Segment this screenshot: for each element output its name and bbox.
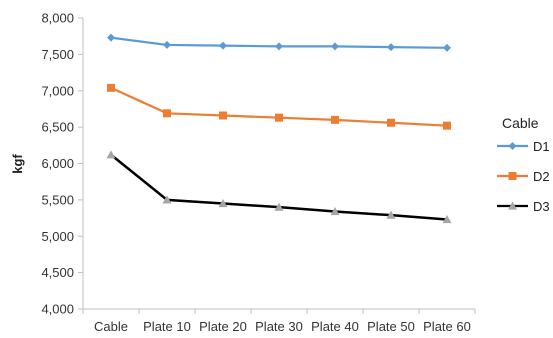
y-tick-label: 8,000	[41, 11, 74, 26]
data-point	[107, 83, 115, 92]
series-d1	[107, 33, 451, 52]
series-d3	[106, 150, 452, 224]
data-point	[386, 210, 396, 219]
legend-item-d3: D3	[497, 199, 550, 214]
data-point	[443, 43, 451, 52]
y-tick-label: 5,500	[41, 192, 74, 207]
data-point	[442, 215, 452, 224]
data-point	[330, 207, 340, 216]
legend-label: D2	[533, 169, 550, 184]
data-point	[162, 195, 172, 204]
y-axis-label: kgf	[10, 154, 25, 174]
x-tick-label: Plate 40	[311, 319, 359, 334]
y-tick-label: 6,000	[41, 156, 74, 171]
x-tick-label: Plate 10	[143, 319, 191, 334]
legend-label: D1	[533, 139, 550, 154]
data-point	[163, 40, 171, 49]
y-tick-label: 6,500	[41, 120, 74, 135]
series-group	[106, 33, 452, 224]
x-tick-label: Plate 30	[255, 319, 303, 334]
data-point	[331, 115, 339, 124]
legend-marker	[508, 142, 517, 150]
y-tick-label: 4,000	[41, 302, 74, 317]
data-point	[219, 111, 227, 120]
x-axis: Cable Plate 10 Plate 20 Plate 30 Plate 40 Pla…	[82, 308, 476, 334]
data-point	[218, 199, 228, 208]
data-point	[387, 43, 395, 52]
legend: Cable D1 D2 D3	[497, 115, 550, 214]
data-point	[106, 150, 116, 159]
y-tick-label: 7,000	[41, 83, 74, 98]
data-point	[274, 202, 284, 211]
x-tick-label: Plate 60	[423, 319, 471, 334]
x-tick-label: Cable	[94, 319, 128, 334]
data-point	[443, 121, 451, 130]
series-d2	[107, 83, 451, 130]
data-point	[275, 42, 283, 51]
x-tick-label: Plate 20	[199, 319, 247, 334]
y-axis: 4,000 4,500 5,000 5,500 6,000 6,500 7,000 7,500…	[41, 11, 84, 317]
x-tick-label: Plate 50	[367, 319, 415, 334]
legend-title: Cable	[502, 115, 539, 131]
data-point	[275, 113, 283, 122]
legend-marker	[508, 201, 517, 210]
data-point	[387, 118, 395, 127]
data-point	[219, 41, 227, 50]
legend-item-d2: D2	[497, 169, 550, 184]
data-point	[107, 33, 115, 42]
data-point	[331, 42, 339, 51]
data-point	[163, 109, 171, 118]
legend-item-d1: D1	[497, 139, 550, 154]
legend-label: D3	[533, 199, 550, 214]
legend-marker	[508, 172, 517, 180]
y-tick-label: 7,500	[41, 47, 74, 62]
y-tick-label: 4,500	[41, 265, 74, 280]
y-tick-label: 5,000	[41, 229, 74, 244]
